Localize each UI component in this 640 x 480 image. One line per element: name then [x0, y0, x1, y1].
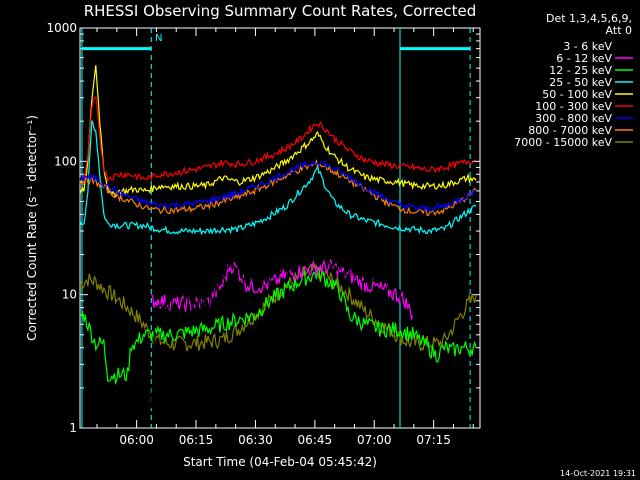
x-tick-label: 06:15	[179, 433, 214, 447]
series-line	[79, 65, 477, 198]
legend-label: 300 - 800 keV	[535, 112, 612, 125]
series-lines	[79, 65, 477, 424]
x-tick-label: 07:00	[357, 433, 392, 447]
x-tick-label: 06:00	[119, 433, 154, 447]
y-axis-label: Corrected Count Rate (s⁻¹ detector⁻¹)	[25, 115, 39, 341]
timestamp: 14-Oct-2021 19:31	[560, 469, 636, 478]
series-line	[79, 95, 476, 183]
y-tick-label: 10	[62, 288, 77, 302]
x-axis-label: Start Time (04-Feb-04 05:45:42)	[183, 455, 377, 469]
legend-label: 100 - 300 keV	[535, 100, 612, 113]
y-tick-label: 1	[69, 421, 77, 435]
legend-header-line1: Det 1,3,4,5,6,9,	[546, 12, 632, 25]
plot-frame: 1 10 100 1000 06:00 06:15 06:30 06:45 07:00 07:15	[46, 21, 481, 447]
reference-lines	[81, 28, 471, 428]
legend-label: 12 - 25 keV	[549, 64, 612, 77]
legend-label: 7000 - 15000 keV	[514, 136, 612, 149]
series-line	[79, 120, 477, 236]
legend-label: 6 - 12 keV	[556, 52, 612, 65]
legend-label: 800 - 7000 keV	[528, 124, 612, 137]
series-line	[79, 267, 477, 386]
legend-label: 3 - 6 keV	[563, 40, 612, 53]
series-line	[150, 258, 414, 322]
legend-label: 50 - 100 keV	[542, 88, 612, 101]
legend-label: 25 - 50 keV	[549, 76, 612, 89]
series-line	[79, 263, 477, 352]
legend-header-line2: Att 0	[606, 24, 632, 37]
plot-border	[79, 27, 481, 429]
series-line	[130, 250, 402, 424]
y-tick-label: 1000	[46, 21, 77, 35]
series-line	[79, 158, 477, 216]
flag-label: N	[155, 33, 162, 44]
x-tick-label: 06:30	[238, 433, 273, 447]
y-tick-label: 100	[54, 154, 77, 168]
series-line	[79, 160, 477, 213]
chart-title: RHESSI Observing Summary Count Rates, Co…	[84, 2, 477, 20]
x-tick-label: 07:15	[416, 433, 451, 447]
x-tick-label: 06:45	[298, 433, 333, 447]
